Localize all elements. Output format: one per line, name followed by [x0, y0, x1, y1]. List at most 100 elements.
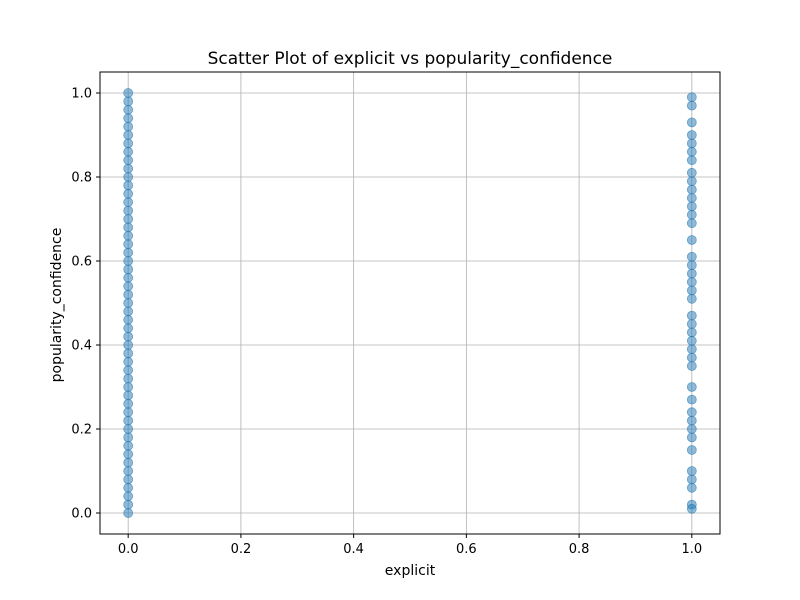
data-point — [123, 214, 134, 224]
data-point — [123, 256, 134, 266]
data-point — [123, 180, 134, 191]
data-point — [123, 323, 134, 334]
data-point — [123, 398, 134, 409]
data-point — [123, 96, 134, 107]
data-point — [123, 247, 134, 258]
x-tick-label: 0.6 — [456, 542, 477, 557]
data-point — [686, 382, 697, 392]
data-point — [686, 184, 697, 195]
data-point — [686, 176, 697, 187]
data-point — [123, 281, 134, 292]
data-point — [686, 92, 697, 103]
x-tick-label: 0.0 — [118, 542, 139, 557]
data-point — [686, 394, 697, 405]
data-point — [686, 407, 697, 418]
data-point — [686, 251, 697, 262]
data-point — [686, 130, 697, 140]
data-point — [686, 445, 697, 455]
y-axis-label: popularity_confidence — [49, 228, 65, 383]
y-tick-label: 0.8 — [71, 171, 92, 186]
data-point — [123, 424, 134, 434]
data-point — [123, 197, 134, 208]
data-point — [123, 415, 134, 426]
data-point — [686, 100, 697, 111]
data-point — [686, 319, 697, 329]
data-point — [123, 340, 134, 350]
data-point — [686, 193, 697, 203]
data-point — [686, 117, 697, 128]
data-point — [686, 335, 697, 346]
data-point — [123, 230, 134, 241]
plot-frame — [99, 71, 721, 535]
data-point — [123, 491, 134, 502]
data-point — [123, 314, 134, 325]
y-tick-label: 0.2 — [71, 423, 92, 438]
y-tick-label: 0.4 — [71, 339, 92, 354]
data-point — [123, 272, 134, 283]
data-point — [686, 235, 697, 245]
data-point — [123, 138, 134, 149]
data-point — [123, 146, 134, 157]
data-point — [686, 344, 697, 355]
x-tick-label: 1.0 — [681, 542, 702, 557]
data-point — [123, 457, 134, 468]
data-point — [123, 440, 134, 451]
y-tick-label: 0.0 — [71, 507, 92, 522]
data-point — [686, 155, 697, 166]
chart-title: Scatter Plot of explicit vs popularity_c… — [208, 49, 613, 69]
data-point — [123, 188, 134, 199]
data-point — [686, 499, 697, 510]
x-axis-label: explicit — [385, 563, 436, 579]
data-point — [123, 390, 134, 401]
data-point — [123, 88, 134, 98]
data-point — [686, 218, 697, 229]
data-point — [123, 205, 134, 216]
data-point — [123, 449, 134, 460]
data-point — [123, 356, 134, 367]
data-point — [686, 201, 697, 212]
data-point — [123, 289, 134, 300]
data-point — [123, 121, 134, 132]
data-point — [123, 331, 134, 342]
data-point — [123, 373, 134, 384]
data-point — [686, 432, 697, 443]
data-point — [123, 365, 134, 376]
data-point — [123, 155, 134, 166]
data-point — [123, 508, 134, 518]
data-point — [686, 277, 697, 287]
data-point — [686, 138, 697, 149]
data-point — [123, 163, 134, 174]
data-point — [686, 474, 697, 485]
data-point — [686, 285, 697, 296]
data-point — [686, 209, 697, 220]
data-point — [123, 432, 134, 443]
data-point — [123, 298, 134, 308]
y-axis-ticks: 0.0 0.2 0.4 0.6 0.8 1.0 — [71, 87, 100, 522]
data-point — [686, 415, 697, 426]
data-point — [686, 482, 697, 493]
x-tick-label: 0.8 — [569, 542, 590, 557]
data-point — [123, 348, 134, 359]
scatter-points — [123, 88, 697, 518]
y-tick-label: 1.0 — [71, 87, 92, 102]
data-point — [123, 172, 134, 182]
x-tick-label: 0.4 — [343, 542, 364, 557]
data-point — [686, 260, 697, 271]
data-point — [686, 310, 697, 321]
data-point — [123, 264, 134, 275]
data-point — [686, 466, 697, 476]
y-tick-label: 0.6 — [71, 255, 92, 270]
data-point — [123, 474, 134, 485]
data-point — [686, 424, 697, 434]
data-point — [123, 407, 134, 418]
x-tick-label: 0.2 — [231, 542, 252, 557]
data-point — [123, 113, 134, 124]
x-axis-ticks: 0.0 0.2 0.4 0.6 0.8 1.0 — [118, 534, 702, 557]
data-point — [123, 130, 134, 140]
data-point — [686, 146, 697, 157]
data-point — [123, 382, 134, 392]
data-point — [123, 466, 134, 476]
data-point — [686, 361, 697, 371]
data-point — [123, 222, 134, 233]
